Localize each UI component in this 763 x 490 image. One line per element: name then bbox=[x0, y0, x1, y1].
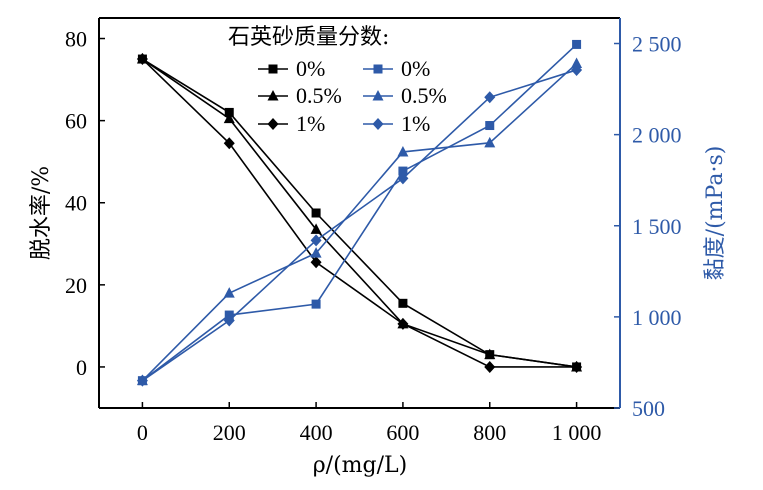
data-point-left-diamond bbox=[136, 53, 148, 66]
x-tick-label: 400 bbox=[300, 420, 333, 445]
legend-title: 石英砂质量分数: bbox=[228, 25, 389, 50]
data-point-left-triangle bbox=[223, 112, 235, 124]
data-point-left-triangle bbox=[484, 348, 496, 360]
x-tick-label: 800 bbox=[473, 420, 506, 445]
legend-marker-triangle bbox=[372, 90, 384, 101]
legend-label: 0.5% bbox=[296, 83, 342, 108]
left-tick-label: 60 bbox=[65, 109, 87, 134]
right-tick-label: 2 000 bbox=[632, 123, 682, 148]
data-point-right-triangle bbox=[571, 57, 583, 69]
data-point-left-square bbox=[224, 107, 234, 117]
series-line-right-triangle bbox=[141, 62, 578, 382]
x-tick-label: 200 bbox=[213, 420, 246, 445]
x-axis-label: ρ/(mg/L) bbox=[313, 453, 407, 478]
data-point-right-diamond bbox=[484, 91, 496, 104]
legend: 石英砂质量分数: 0%0.5%1%0%0.5%1% bbox=[228, 25, 447, 136]
legend-marker-triangle bbox=[267, 90, 279, 101]
legend-label: 1% bbox=[401, 111, 430, 136]
data-point-left-square bbox=[398, 298, 408, 308]
series-line-right-diamond bbox=[141, 69, 577, 382]
data-point-left-square bbox=[311, 208, 321, 218]
legend-label: 0% bbox=[401, 56, 430, 81]
left-tick-label: 0 bbox=[76, 355, 87, 380]
data-point-left-diamond bbox=[571, 360, 583, 373]
data-point-right-diamond bbox=[397, 172, 409, 185]
legend-label: 0.5% bbox=[401, 83, 447, 108]
left-tick-label: 80 bbox=[65, 27, 87, 52]
right-axis-label: 黏度/(mPa·s) bbox=[703, 146, 728, 281]
data-point-right-square bbox=[572, 39, 582, 49]
series-line-left-triangle bbox=[141, 58, 577, 368]
data-point-right-diamond bbox=[310, 234, 322, 247]
x-tick-label: 600 bbox=[386, 420, 419, 445]
data-point-right-square bbox=[311, 299, 321, 309]
data-point-right-diamond bbox=[136, 374, 148, 387]
data-point-right-triangle bbox=[310, 247, 322, 258]
data-point-right-triangle bbox=[397, 145, 409, 157]
left-tick-label: 20 bbox=[65, 273, 87, 298]
x-axis-ticks: 0 200 400 600 800 1 000 bbox=[137, 402, 601, 445]
data-point-left-triangle bbox=[310, 223, 322, 234]
data-point-left-diamond bbox=[484, 360, 496, 373]
legend-marker-square bbox=[268, 64, 278, 74]
legend-label: 1% bbox=[296, 111, 325, 136]
legend-marker-diamond bbox=[267, 118, 279, 130]
right-axis-ticks: 500 1 000 1 500 2 000 2 500 bbox=[614, 32, 682, 421]
right-tick-label: 500 bbox=[632, 396, 665, 421]
series-line-right-square bbox=[141, 43, 578, 382]
data-point-right-triangle bbox=[223, 287, 235, 298]
data-point-right-triangle bbox=[484, 136, 496, 148]
data-point-right-diamond bbox=[223, 314, 235, 327]
legend-entries: 0%0.5%1%0%0.5%1% bbox=[258, 56, 447, 136]
series-line-left-diamond bbox=[141, 58, 577, 368]
left-tick-label: 40 bbox=[65, 191, 87, 216]
left-axis-label: 脱水率/% bbox=[29, 166, 54, 260]
data-point-left-diamond bbox=[310, 256, 322, 269]
legend-marker-square bbox=[373, 64, 383, 74]
data-point-right-square bbox=[485, 121, 495, 131]
data-point-left-diamond bbox=[397, 317, 409, 330]
series-layer bbox=[136, 39, 583, 387]
legend-label: 0% bbox=[296, 56, 325, 81]
data-point-right-square bbox=[398, 166, 408, 176]
right-tick-label: 2 500 bbox=[632, 32, 682, 57]
x-tick-label: 1 000 bbox=[552, 420, 602, 445]
data-point-left-diamond bbox=[223, 137, 235, 150]
left-axis-ticks: 0 20 40 60 80 bbox=[65, 27, 105, 380]
legend-marker-diamond bbox=[372, 118, 384, 130]
right-tick-label: 1 000 bbox=[632, 305, 682, 330]
x-tick-label: 0 bbox=[137, 420, 148, 445]
right-tick-label: 1 500 bbox=[632, 214, 682, 239]
data-point-right-diamond bbox=[571, 63, 583, 76]
